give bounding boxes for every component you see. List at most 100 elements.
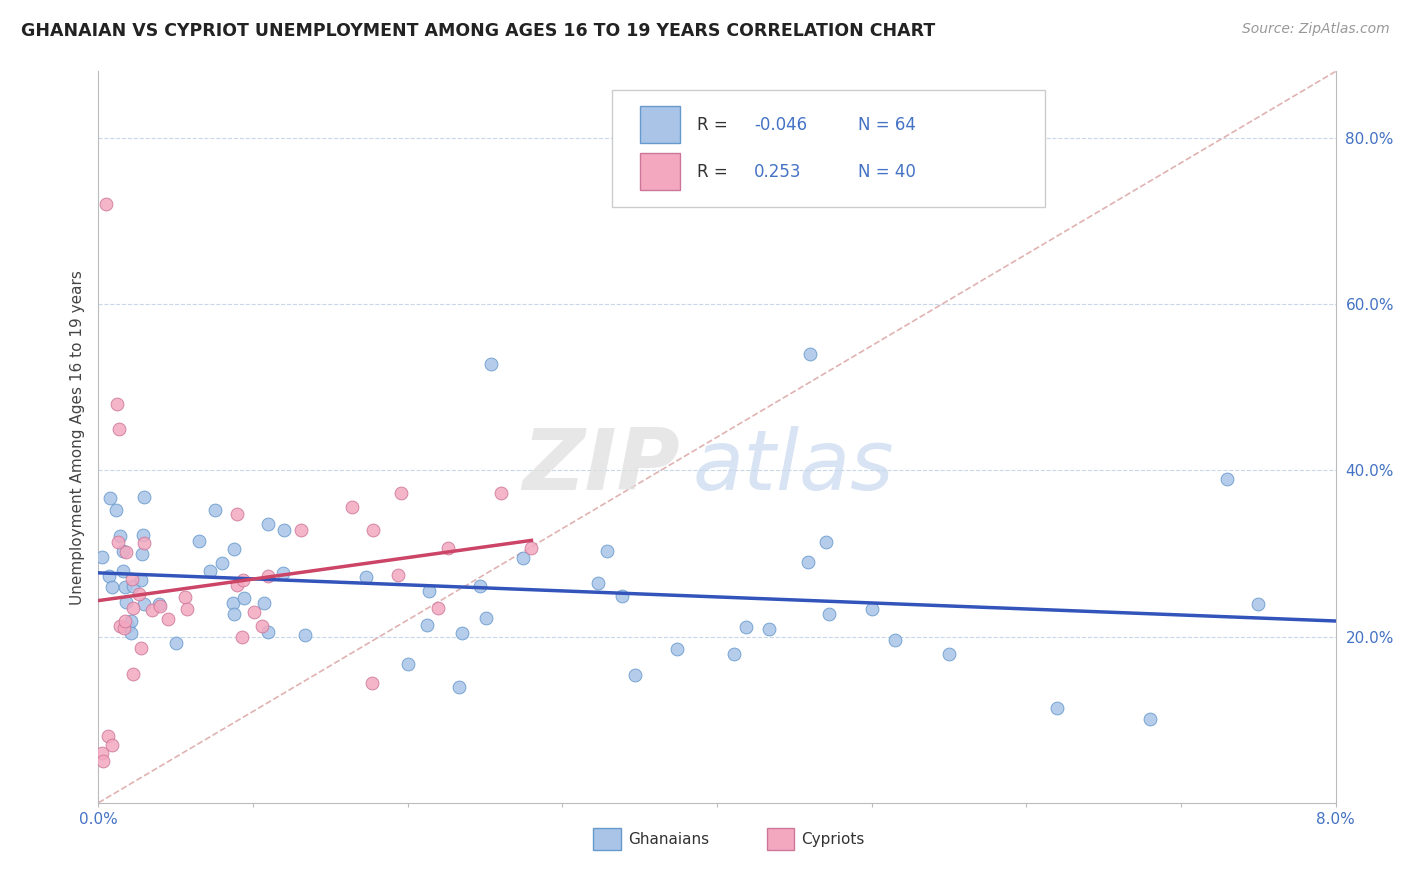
Point — [98, 491, 121, 505]
Point — [294, 628, 316, 642]
Point — [111, 544, 134, 558]
Point — [132, 490, 155, 504]
Point — [108, 619, 131, 633]
Bar — [640, 106, 681, 143]
Point — [211, 556, 233, 570]
Point — [389, 485, 412, 500]
Point — [121, 572, 143, 586]
Point — [121, 579, 143, 593]
Point — [512, 551, 534, 566]
Point — [257, 624, 280, 639]
Point — [117, 619, 139, 633]
Point — [723, 647, 745, 661]
Point — [114, 595, 136, 609]
Point — [799, 347, 821, 361]
Text: R =: R = — [697, 162, 734, 180]
Point — [361, 675, 384, 690]
Text: Source: ZipAtlas.com: Source: ZipAtlas.com — [1241, 22, 1389, 37]
Point — [132, 597, 155, 611]
Point — [361, 524, 384, 538]
Point — [91, 550, 114, 565]
Point — [122, 667, 145, 681]
Point — [271, 566, 294, 580]
Point — [226, 578, 249, 592]
Text: ZIP: ZIP — [522, 425, 681, 508]
Bar — [766, 829, 794, 850]
Point — [253, 596, 276, 610]
Point — [114, 580, 136, 594]
Text: Cypriots: Cypriots — [801, 832, 865, 847]
Point — [91, 746, 114, 760]
Point — [173, 591, 195, 605]
Point — [387, 567, 409, 582]
Point — [165, 636, 187, 650]
Point — [129, 573, 152, 587]
Point — [1139, 712, 1161, 726]
Text: atlas: atlas — [692, 425, 894, 507]
Point — [188, 534, 211, 549]
Point — [222, 541, 245, 556]
Point — [340, 500, 363, 515]
Point — [242, 605, 264, 619]
Point — [451, 626, 474, 640]
Point — [815, 535, 838, 549]
Point — [105, 397, 128, 411]
Point — [233, 591, 256, 606]
Point — [596, 544, 619, 558]
Point — [290, 523, 312, 537]
Point — [588, 576, 610, 591]
Point — [257, 568, 280, 582]
Point — [426, 601, 449, 615]
Text: 0.253: 0.253 — [754, 162, 801, 180]
Point — [132, 528, 155, 542]
Point — [758, 622, 780, 636]
Point — [1247, 598, 1270, 612]
Point — [612, 589, 634, 603]
Point — [115, 545, 138, 559]
Point — [437, 541, 460, 556]
Point — [120, 626, 142, 640]
Point — [91, 754, 114, 768]
Text: GHANAIAN VS CYPRIOT UNEMPLOYMENT AMONG AGES 16 TO 19 YEARS CORRELATION CHART: GHANAIAN VS CYPRIOT UNEMPLOYMENT AMONG A… — [21, 22, 935, 40]
Point — [105, 503, 128, 517]
Text: -0.046: -0.046 — [754, 116, 807, 134]
Bar — [593, 829, 620, 850]
Point — [128, 587, 150, 601]
Point — [149, 599, 172, 614]
Point — [797, 555, 820, 569]
Point — [884, 632, 907, 647]
Y-axis label: Unemployment Among Ages 16 to 19 years: Unemployment Among Ages 16 to 19 years — [69, 269, 84, 605]
Point — [156, 612, 179, 626]
Text: N = 64: N = 64 — [858, 116, 915, 134]
Point — [231, 630, 253, 644]
Point — [354, 570, 377, 584]
Point — [204, 503, 226, 517]
Bar — [640, 153, 681, 190]
Text: Ghanaians: Ghanaians — [628, 832, 709, 847]
Point — [818, 607, 841, 621]
Point — [734, 620, 756, 634]
FancyBboxPatch shape — [612, 90, 1045, 207]
Point — [468, 579, 491, 593]
Point — [141, 603, 163, 617]
Point — [416, 617, 439, 632]
Point — [108, 529, 131, 543]
Point — [101, 580, 124, 594]
Point — [222, 597, 245, 611]
Point — [107, 534, 129, 549]
Point — [250, 619, 273, 633]
Text: N = 40: N = 40 — [858, 162, 915, 180]
Point — [97, 729, 120, 743]
Point — [860, 601, 883, 615]
Point — [226, 507, 249, 521]
Point — [121, 601, 143, 615]
Point — [273, 524, 295, 538]
Point — [148, 597, 170, 611]
Point — [108, 422, 131, 436]
Point — [624, 667, 647, 681]
Point — [418, 584, 440, 599]
Point — [256, 516, 278, 531]
Point — [120, 614, 142, 628]
Point — [1046, 701, 1069, 715]
Point — [98, 568, 121, 582]
